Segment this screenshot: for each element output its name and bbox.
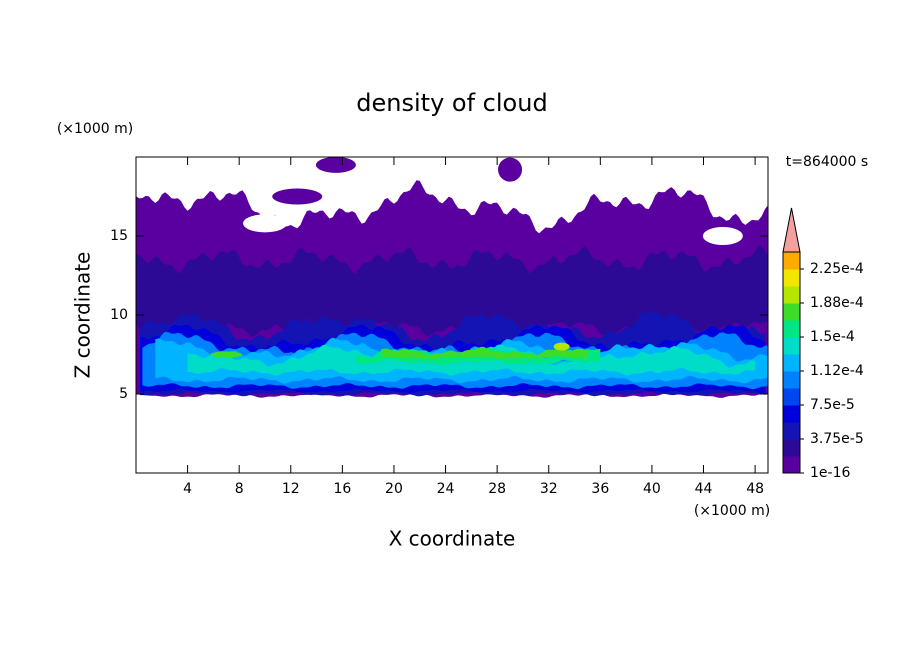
colorbar-label: 7.5e-5	[810, 397, 855, 413]
colorbar-label: 1.88e-4	[810, 295, 864, 311]
colorbar-band	[783, 405, 800, 423]
colorbar-band	[783, 388, 800, 406]
x-tick-label: 24	[437, 481, 455, 497]
x-tick-label: 20	[385, 481, 403, 497]
colorbar-band	[783, 354, 800, 372]
x-unit: (×1000 m)	[694, 503, 770, 519]
cloud-core	[553, 342, 570, 351]
cloud-core	[210, 351, 243, 358]
colorbar-label: 2.25e-4	[810, 261, 864, 277]
y-tick-label: 5	[119, 386, 128, 402]
colorbar-band	[783, 422, 800, 440]
colorbar-band	[783, 286, 800, 304]
time-annotation: t=864000 s	[786, 154, 868, 170]
contour-region	[381, 346, 588, 359]
colorbar-band	[783, 252, 800, 270]
x-tick-label: 28	[488, 481, 506, 497]
y-tick-label: 15	[110, 228, 128, 244]
colorbar-band	[783, 371, 800, 389]
y-label: Z coordinate	[71, 252, 95, 379]
colorbar-band	[783, 439, 800, 457]
gap	[242, 214, 287, 233]
cloud-blob	[272, 188, 323, 205]
colorbar-extension	[782, 207, 801, 253]
colorbar-band	[783, 456, 800, 474]
x-tick-label: 48	[746, 481, 764, 497]
x-tick-label: 36	[591, 481, 609, 497]
colorbar-label: 3.75e-5	[810, 431, 864, 447]
x-tick-label: 32	[540, 481, 558, 497]
gap	[702, 227, 743, 245]
colorbar-band	[783, 337, 800, 355]
colorbar-band	[783, 269, 800, 287]
x-tick-label: 12	[282, 481, 300, 497]
colorbar-label: 1e-16	[810, 465, 850, 481]
cloud-blob	[498, 157, 523, 182]
colorbar-label: 1.5e-4	[810, 329, 855, 345]
colorbar-band	[783, 303, 800, 321]
x-label: X coordinate	[389, 527, 516, 551]
y-unit: (×1000 m)	[57, 121, 133, 137]
chart-title: density of cloud	[356, 89, 547, 117]
x-tick-label: 40	[643, 481, 661, 497]
contour-field	[136, 157, 768, 398]
y-tick-label: 10	[110, 307, 128, 323]
cloud-blob	[315, 157, 356, 173]
contour-region	[136, 246, 768, 337]
colorbar-band	[783, 320, 800, 338]
colorbar-label: 1.12e-4	[810, 363, 864, 379]
x-tick-label: 16	[333, 481, 351, 497]
x-tick-label: 4	[183, 481, 192, 497]
colorbar-frame	[782, 251, 801, 474]
x-tick-label: 44	[695, 481, 713, 497]
x-tick-label: 8	[235, 481, 244, 497]
